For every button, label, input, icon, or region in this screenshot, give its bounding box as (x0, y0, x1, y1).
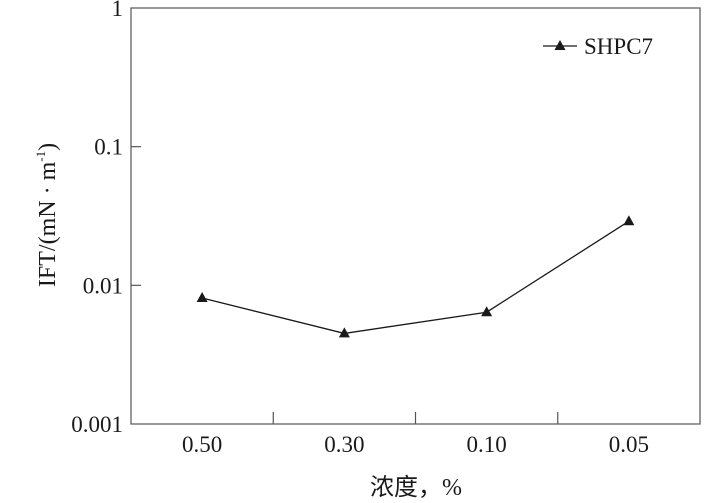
series-line (201, 220, 630, 335)
series-shpc7 (196, 215, 635, 338)
x-tick-label: 0.50 (182, 432, 222, 457)
y-axis: 0.001 0.01 0.1 1 (71, 0, 141, 437)
x-tick-label: 0.30 (324, 432, 364, 457)
data-point-triangle (338, 327, 350, 338)
y-axis-label: IFT/(mN · m-1) (33, 143, 61, 287)
data-point-triangle (196, 292, 208, 303)
x-tick-label: 0.10 (467, 432, 507, 457)
legend-label: SHPC7 (584, 34, 653, 59)
data-point-triangle (481, 306, 493, 317)
y-tick-label: 1 (112, 0, 124, 21)
data-point-triangle (623, 215, 635, 226)
legend-triangle-marker (554, 40, 566, 50)
y-tick-label: 0.1 (94, 135, 123, 160)
y-tick-label: 0.01 (83, 273, 123, 298)
x-tick-label: 0.05 (609, 432, 649, 457)
legend: SHPC7 (543, 34, 653, 59)
y-tick-label: 0.001 (71, 412, 123, 437)
x-axis-label: 浓度，% (370, 474, 462, 501)
plot-frame (130, 7, 701, 425)
x-axis: 0.50 0.30 0.10 0.05 (182, 412, 649, 457)
